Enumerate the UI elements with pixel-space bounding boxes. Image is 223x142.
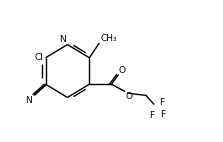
Text: F: F <box>160 110 165 119</box>
Text: O: O <box>125 92 132 101</box>
Text: F: F <box>159 98 164 107</box>
Text: O: O <box>119 66 126 75</box>
Text: N: N <box>59 35 66 44</box>
Text: CH₃: CH₃ <box>100 34 117 43</box>
Text: F: F <box>149 111 155 120</box>
Text: Cl: Cl <box>34 53 43 62</box>
Text: N: N <box>25 96 32 105</box>
